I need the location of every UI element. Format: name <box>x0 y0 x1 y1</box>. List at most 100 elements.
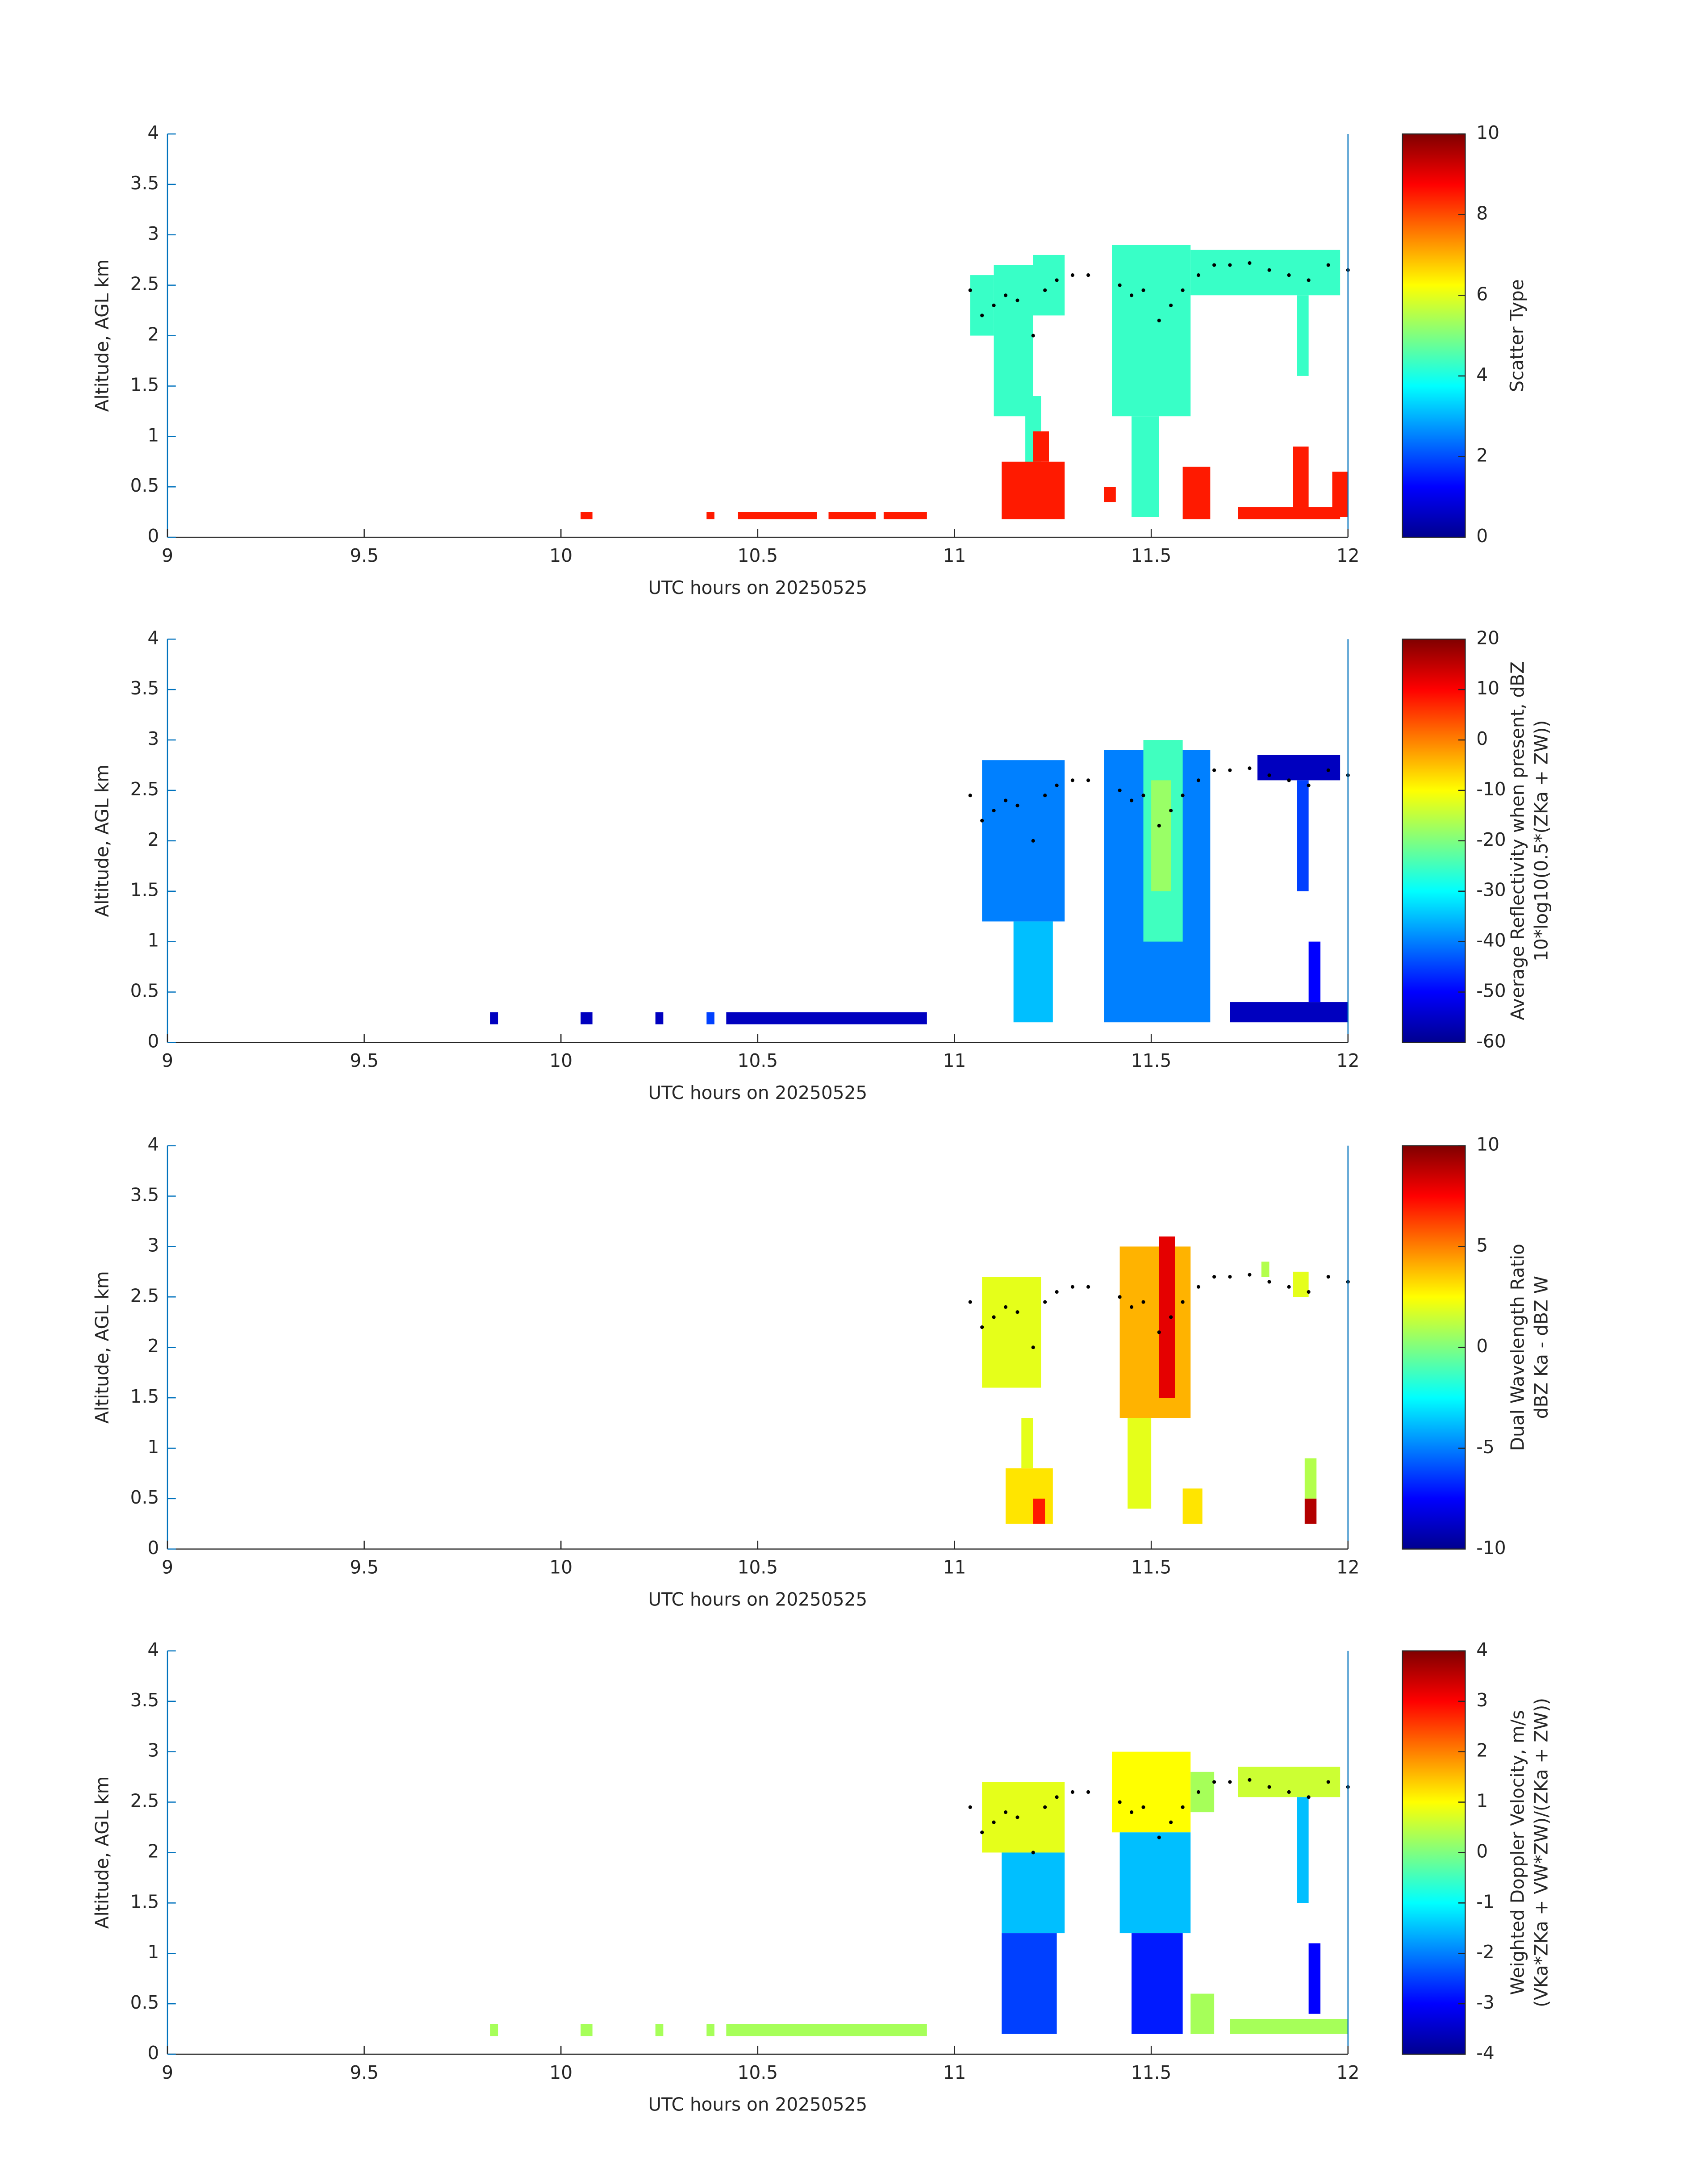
cloud-top-dot <box>1070 1790 1074 1794</box>
y-tick-label: 3.5 <box>130 677 159 699</box>
cloud-top-dot <box>1248 1778 1252 1782</box>
x-tick-label: 12 <box>1336 545 1360 566</box>
colorbar-tick-label: 0 <box>1476 1335 1488 1357</box>
cloud-top-dot <box>1055 1795 1059 1799</box>
x-tick-label: 9 <box>162 1557 173 1578</box>
cloud-top-dot <box>968 1300 972 1304</box>
cell <box>1182 467 1211 519</box>
colorbar-tick-label: -5 <box>1476 1436 1495 1458</box>
cloud-top-dot <box>1070 778 1074 782</box>
y-tick-label: 1 <box>147 1436 159 1458</box>
cloud-top-dot <box>1118 788 1122 792</box>
y-tick-label: 1.5 <box>130 374 159 395</box>
cell <box>580 512 593 519</box>
cell <box>883 512 927 519</box>
cloud-top-dot <box>1228 1780 1232 1784</box>
x-tick-label: 10.5 <box>738 545 778 566</box>
cloud-top-dot <box>1157 1330 1161 1334</box>
cloud-top-dot <box>1248 766 1252 770</box>
cloud-top-dot <box>1157 1835 1161 1839</box>
cell <box>1297 1797 1309 1903</box>
y-axis-label: Altitude, AGL km <box>91 1776 113 1929</box>
cell <box>1297 780 1309 891</box>
colorbar-tick-label: -1 <box>1476 1891 1495 1912</box>
colorbar-label: Average Reflectivity when present, dBZ <box>1507 661 1528 1020</box>
y-tick-label: 0.5 <box>130 1992 159 2013</box>
y-tick-label: 1.5 <box>130 1891 159 1912</box>
x-tick-label: 11 <box>943 2062 966 2083</box>
colorbar-label: 10*log10(0.5*(ZKa + ZW)) <box>1531 720 1552 961</box>
cell <box>1261 1262 1270 1277</box>
x-tick-label: 10.5 <box>738 1557 778 1578</box>
cell <box>1297 295 1309 376</box>
cell <box>1190 250 1341 296</box>
cell <box>1021 1418 1033 1469</box>
y-tick-label: 0.5 <box>130 1487 159 1508</box>
cloud-top-dot <box>1326 263 1330 267</box>
x-tick-label: 12 <box>1336 1050 1360 1071</box>
cloud-top-dot <box>980 819 984 823</box>
cell <box>1104 487 1116 502</box>
cell <box>1230 2018 1348 2034</box>
colorbar-tick-label: 10 <box>1476 677 1499 699</box>
colorbar <box>1402 1650 1466 2055</box>
cell <box>1002 1933 1057 2034</box>
cell <box>1002 1852 1065 1934</box>
cell <box>1308 1943 1321 2014</box>
colorbar-tick-label: 0 <box>1476 1840 1488 1862</box>
cell <box>1182 1488 1203 1524</box>
cell <box>1257 755 1341 781</box>
cell <box>726 1012 927 1024</box>
cloud-top-dot <box>1141 1805 1145 1809</box>
y-tick-label: 2.5 <box>130 1790 159 1812</box>
cloud-top-dot <box>1043 1805 1047 1809</box>
cloud-top-dot <box>1130 293 1134 297</box>
cloud-top-dot <box>1267 773 1271 777</box>
cell <box>1190 1772 1215 1813</box>
y-tick-label: 4 <box>147 1134 159 1155</box>
colorbar-tick-label: 0 <box>1476 525 1488 547</box>
cloud-top-dot <box>1015 803 1019 807</box>
cell <box>828 512 876 519</box>
cell <box>982 1782 1065 1853</box>
cloud-top-dot <box>1196 273 1200 277</box>
x-tick-label: 10 <box>549 545 572 566</box>
colorbar-tick-label: -20 <box>1476 829 1506 850</box>
y-tick-label: 3.5 <box>130 1689 159 1711</box>
y-axis-label: Altitude, AGL km <box>91 765 113 917</box>
y-tick-label: 0.5 <box>130 980 159 1001</box>
cloud-top-dot <box>1031 1345 1035 1350</box>
cloud-top-dot <box>1196 1790 1200 1794</box>
cloud-top-dot <box>992 1315 996 1319</box>
colorbar-tick-label: 8 <box>1476 203 1488 224</box>
cloud-top-dot <box>1181 794 1185 798</box>
cloud-top-dot <box>1196 1285 1200 1289</box>
colorbar-tick-label: 4 <box>1476 364 1488 385</box>
cell <box>994 265 1033 417</box>
colorbar-tick-label: -2 <box>1476 1941 1495 1963</box>
cell <box>1304 1458 1317 1499</box>
x-tick-label: 9.5 <box>350 2062 379 2083</box>
cloud-top-dot <box>1086 273 1090 277</box>
cell <box>1112 1751 1191 1833</box>
cloud-top-dot <box>1070 273 1074 277</box>
cloud-top-dot <box>1055 783 1059 787</box>
x-tick-label: 12 <box>1336 1557 1360 1578</box>
cell <box>1230 1002 1348 1023</box>
cell <box>982 1277 1041 1388</box>
colorbar-label: Scatter Type <box>1506 279 1528 392</box>
cell <box>490 1012 498 1024</box>
x-tick-label: 10 <box>549 2062 572 2083</box>
cloud-top-dot <box>1043 288 1047 292</box>
cell <box>580 1012 593 1024</box>
cloud-top-dot <box>1307 1290 1311 1294</box>
cloud-top-dot <box>980 1830 984 1834</box>
colorbar-tick-label: -50 <box>1476 980 1506 1001</box>
cloud-top-dot <box>1181 1805 1185 1809</box>
colorbar-tick-label: 10 <box>1476 1134 1499 1155</box>
colorbar-tick-label: 5 <box>1476 1234 1488 1256</box>
y-tick-label: 2 <box>147 1335 159 1357</box>
y-tick-label: 3 <box>147 728 159 749</box>
cloud-top-dot <box>1267 1785 1271 1789</box>
